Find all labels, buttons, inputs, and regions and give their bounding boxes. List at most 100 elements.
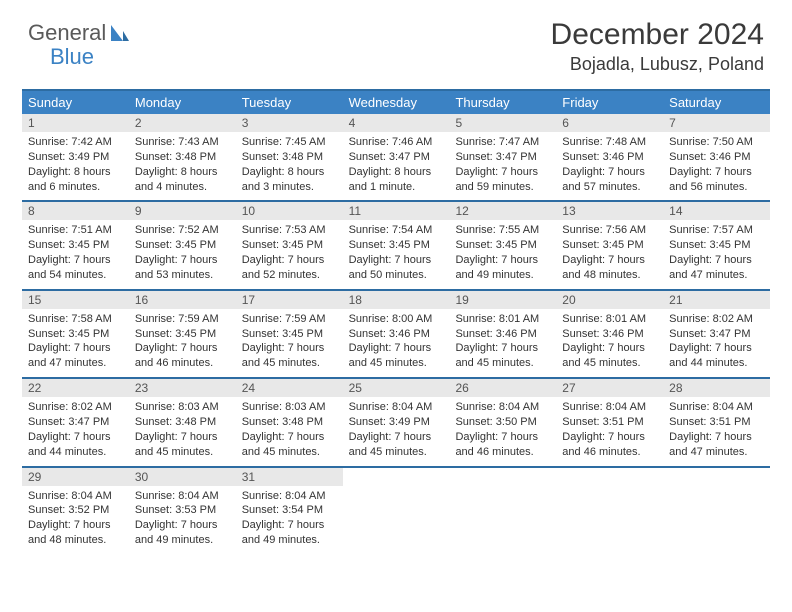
sunrise-text: Sunrise: 8:00 AM (349, 312, 444, 327)
title-block: December 2024 Bojadla, Lubusz, Poland (28, 18, 764, 75)
day-details: Sunrise: 8:04 AMSunset: 3:51 PMDaylight:… (556, 397, 663, 465)
weekday-tuesday: Tuesday (236, 91, 343, 114)
sunset-text: Sunset: 3:47 PM (349, 150, 444, 165)
day-details: Sunrise: 7:58 AMSunset: 3:45 PMDaylight:… (22, 309, 129, 377)
day-number: 19 (449, 291, 556, 309)
sunset-text: Sunset: 3:45 PM (28, 327, 123, 342)
day-details: Sunrise: 8:02 AMSunset: 3:47 PMDaylight:… (663, 309, 770, 377)
weekday-row: Sunday Monday Tuesday Wednesday Thursday… (22, 91, 770, 114)
daylight-text: Daylight: 7 hours and 49 minutes. (242, 518, 337, 548)
sunset-text: Sunset: 3:46 PM (669, 150, 764, 165)
day-details: Sunrise: 8:04 AMSunset: 3:50 PMDaylight:… (449, 397, 556, 465)
sunset-text: Sunset: 3:46 PM (349, 327, 444, 342)
weekday-monday: Monday (129, 91, 236, 114)
daylight-text: Daylight: 8 hours and 3 minutes. (242, 165, 337, 195)
sunrise-text: Sunrise: 8:03 AM (135, 400, 230, 415)
daylight-text: Daylight: 7 hours and 50 minutes. (349, 253, 444, 283)
day-cell (343, 468, 450, 554)
day-cell: 29Sunrise: 8:04 AMSunset: 3:52 PMDayligh… (22, 468, 129, 554)
day-details: Sunrise: 8:04 AMSunset: 3:54 PMDaylight:… (236, 486, 343, 554)
sunrise-text: Sunrise: 8:04 AM (669, 400, 764, 415)
day-details: Sunrise: 8:04 AMSunset: 3:52 PMDaylight:… (22, 486, 129, 554)
daylight-text: Daylight: 7 hours and 45 minutes. (455, 341, 550, 371)
day-number: 5 (449, 114, 556, 132)
sunset-text: Sunset: 3:45 PM (562, 238, 657, 253)
day-cell: 30Sunrise: 8:04 AMSunset: 3:53 PMDayligh… (129, 468, 236, 554)
sunset-text: Sunset: 3:45 PM (669, 238, 764, 253)
daylight-text: Daylight: 7 hours and 45 minutes. (242, 341, 337, 371)
sunrise-text: Sunrise: 7:56 AM (562, 223, 657, 238)
sunset-text: Sunset: 3:45 PM (28, 238, 123, 253)
day-cell: 3Sunrise: 7:45 AMSunset: 3:48 PMDaylight… (236, 114, 343, 200)
sunrise-text: Sunrise: 7:51 AM (28, 223, 123, 238)
day-number: 31 (236, 468, 343, 486)
day-number: 28 (663, 379, 770, 397)
sunrise-text: Sunrise: 8:04 AM (455, 400, 550, 415)
day-number: 22 (22, 379, 129, 397)
day-cell: 12Sunrise: 7:55 AMSunset: 3:45 PMDayligh… (449, 202, 556, 288)
day-details: Sunrise: 7:55 AMSunset: 3:45 PMDaylight:… (449, 220, 556, 288)
sunrise-text: Sunrise: 8:01 AM (455, 312, 550, 327)
day-number: 16 (129, 291, 236, 309)
daylight-text: Daylight: 7 hours and 56 minutes. (669, 165, 764, 195)
daylight-text: Daylight: 7 hours and 52 minutes. (242, 253, 337, 283)
sunrise-text: Sunrise: 8:02 AM (669, 312, 764, 327)
day-number: 26 (449, 379, 556, 397)
sunrise-text: Sunrise: 7:58 AM (28, 312, 123, 327)
sunset-text: Sunset: 3:45 PM (242, 238, 337, 253)
day-number: 1 (22, 114, 129, 132)
day-cell: 19Sunrise: 8:01 AMSunset: 3:46 PMDayligh… (449, 291, 556, 377)
day-number: 12 (449, 202, 556, 220)
sunset-text: Sunset: 3:45 PM (349, 238, 444, 253)
day-details: Sunrise: 8:00 AMSunset: 3:46 PMDaylight:… (343, 309, 450, 377)
sunset-text: Sunset: 3:45 PM (135, 238, 230, 253)
day-details: Sunrise: 8:03 AMSunset: 3:48 PMDaylight:… (129, 397, 236, 465)
day-details: Sunrise: 8:02 AMSunset: 3:47 PMDaylight:… (22, 397, 129, 465)
daylight-text: Daylight: 7 hours and 45 minutes. (135, 430, 230, 460)
daylight-text: Daylight: 7 hours and 45 minutes. (349, 341, 444, 371)
day-details: Sunrise: 7:52 AMSunset: 3:45 PMDaylight:… (129, 220, 236, 288)
day-details: Sunrise: 8:04 AMSunset: 3:53 PMDaylight:… (129, 486, 236, 554)
sunrise-text: Sunrise: 8:02 AM (28, 400, 123, 415)
day-cell: 25Sunrise: 8:04 AMSunset: 3:49 PMDayligh… (343, 379, 450, 465)
day-number: 13 (556, 202, 663, 220)
brand-word1: General (28, 20, 106, 45)
day-number: 4 (343, 114, 450, 132)
day-number: 14 (663, 202, 770, 220)
day-details: Sunrise: 7:53 AMSunset: 3:45 PMDaylight:… (236, 220, 343, 288)
sail-icon (109, 23, 131, 48)
weeks-container: 1Sunrise: 7:42 AMSunset: 3:49 PMDaylight… (22, 114, 770, 554)
day-cell: 20Sunrise: 8:01 AMSunset: 3:46 PMDayligh… (556, 291, 663, 377)
daylight-text: Daylight: 7 hours and 48 minutes. (562, 253, 657, 283)
day-details: Sunrise: 7:43 AMSunset: 3:48 PMDaylight:… (129, 132, 236, 200)
day-details: Sunrise: 8:03 AMSunset: 3:48 PMDaylight:… (236, 397, 343, 465)
daylight-text: Daylight: 7 hours and 54 minutes. (28, 253, 123, 283)
sunrise-text: Sunrise: 8:04 AM (28, 489, 123, 504)
day-number: 9 (129, 202, 236, 220)
day-cell (449, 468, 556, 554)
day-details: Sunrise: 7:54 AMSunset: 3:45 PMDaylight:… (343, 220, 450, 288)
daylight-text: Daylight: 8 hours and 1 minute. (349, 165, 444, 195)
day-cell: 26Sunrise: 8:04 AMSunset: 3:50 PMDayligh… (449, 379, 556, 465)
header: General Blue December 2024 Bojadla, Lubu… (0, 0, 792, 83)
day-cell: 16Sunrise: 7:59 AMSunset: 3:45 PMDayligh… (129, 291, 236, 377)
sunrise-text: Sunrise: 7:53 AM (242, 223, 337, 238)
day-cell: 17Sunrise: 7:59 AMSunset: 3:45 PMDayligh… (236, 291, 343, 377)
day-details: Sunrise: 8:01 AMSunset: 3:46 PMDaylight:… (556, 309, 663, 377)
day-cell: 13 Sunrise: 7:56 AMSunset: 3:45 PMDayligh… (556, 202, 663, 288)
daylight-text: Daylight: 7 hours and 46 minutes. (455, 430, 550, 460)
sunset-text: Sunset: 3:47 PM (455, 150, 550, 165)
sunrise-text: Sunrise: 7:54 AM (349, 223, 444, 238)
sunset-text: Sunset: 3:51 PM (669, 415, 764, 430)
sunrise-text: Sunrise: 8:04 AM (242, 489, 337, 504)
sunrise-text: Sunrise: 7:46 AM (349, 135, 444, 150)
week-row: 15Sunrise: 7:58 AMSunset: 3:45 PMDayligh… (22, 291, 770, 379)
location: Bojadla, Lubusz, Poland (28, 54, 764, 75)
daylight-text: Daylight: 7 hours and 53 minutes. (135, 253, 230, 283)
day-number: 29 (22, 468, 129, 486)
day-number: 8 (22, 202, 129, 220)
day-number: 27 (556, 379, 663, 397)
sunrise-text: Sunrise: 8:04 AM (562, 400, 657, 415)
sunset-text: Sunset: 3:48 PM (242, 415, 337, 430)
sunrise-text: Sunrise: 7:48 AM (562, 135, 657, 150)
